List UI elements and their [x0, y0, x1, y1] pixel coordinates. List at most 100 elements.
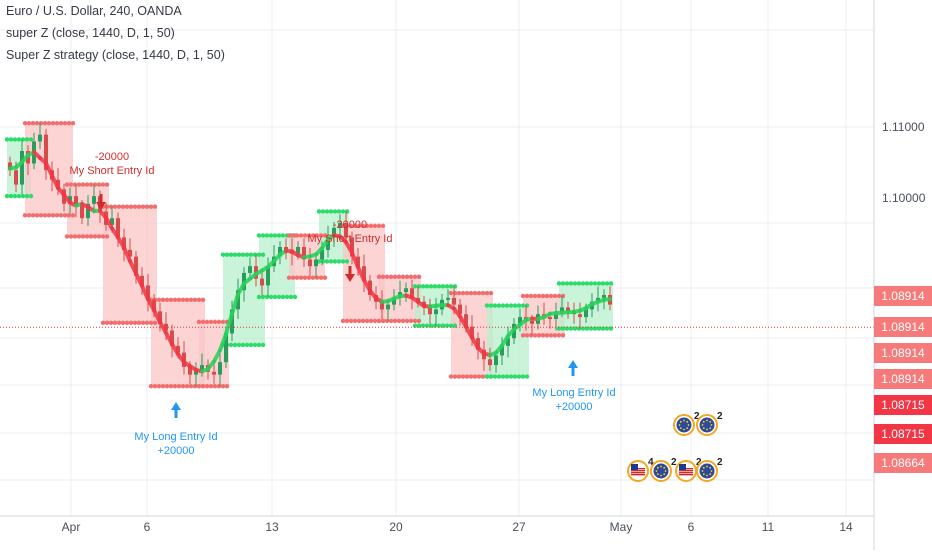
upper-dot — [193, 298, 197, 302]
lower-dot — [605, 326, 609, 330]
upper-dot — [265, 233, 269, 237]
lower-dot — [291, 276, 295, 280]
lower-dot — [501, 374, 505, 378]
upper-dot — [325, 209, 329, 213]
lower-dot — [241, 343, 245, 347]
eu-star — [657, 473, 659, 475]
lower-dot — [73, 234, 77, 238]
lower-dot — [157, 384, 161, 388]
event-badge[interactable]: 2 — [697, 411, 723, 435]
lower-dot — [63, 213, 67, 217]
upper-dot — [609, 281, 613, 285]
upper-dot — [389, 275, 393, 279]
candle-body — [92, 196, 96, 204]
upper-dot — [409, 275, 413, 279]
symbol-title: Euro / U.S. Dollar, 240, OANDA — [6, 4, 182, 18]
lower-dot — [293, 295, 297, 299]
upper-dot — [377, 275, 381, 279]
eu-star — [703, 473, 705, 475]
event-badge[interactable]: 2 — [674, 411, 700, 435]
short-signal-shaft — [100, 194, 103, 202]
signal-qty: +20000 — [555, 401, 592, 413]
upper-dot — [105, 182, 109, 186]
lower-dot — [9, 194, 13, 198]
lower-dot — [21, 194, 25, 198]
upper-dot — [185, 298, 189, 302]
lower-dot — [481, 374, 485, 378]
upper-dot — [425, 284, 429, 288]
lower-dot — [497, 374, 501, 378]
signal-qty: -20000 — [333, 219, 367, 231]
upper-dot — [413, 275, 417, 279]
lower-dot — [315, 276, 319, 280]
eu-star — [683, 420, 685, 422]
event-badge[interactable]: 2 — [651, 457, 677, 481]
lower-dot — [181, 384, 185, 388]
candle-body — [578, 314, 582, 317]
lower-dot — [277, 295, 281, 299]
upper-dot — [221, 252, 225, 256]
upper-dot — [465, 291, 469, 295]
event-badge[interactable]: 4 — [628, 457, 654, 481]
eu-star — [703, 467, 705, 469]
lower-dot — [229, 343, 233, 347]
x-tick-label: 27 — [512, 520, 526, 534]
upper-dot — [341, 209, 345, 213]
upper-dot — [101, 182, 105, 186]
lower-dot — [137, 321, 141, 325]
eu-star — [703, 421, 705, 423]
lower-dot — [473, 374, 477, 378]
upper-dot — [157, 298, 161, 302]
indicator-legend-super-z[interactable]: super Z (close, 1440, D, 1, 50) — [6, 26, 175, 40]
upper-dot — [261, 252, 265, 256]
lower-dot — [245, 343, 249, 347]
eu-star — [706, 429, 708, 431]
upper-dot — [413, 284, 417, 288]
lower-dot — [269, 295, 273, 299]
lower-dot — [47, 213, 51, 217]
upper-dot — [485, 303, 489, 307]
eu-star — [702, 470, 704, 472]
lower-dot — [537, 333, 541, 337]
lower-dot — [39, 213, 43, 217]
upper-dot — [31, 121, 35, 125]
upper-dot — [449, 291, 453, 295]
eu-star — [711, 470, 713, 472]
price-axis-tag: 1.08715 — [874, 395, 932, 415]
lower-dot — [237, 343, 241, 347]
upper-dot — [573, 281, 577, 285]
upper-dot — [181, 298, 185, 302]
upper-dot — [5, 137, 9, 141]
indicator-legend-super-z-strategy[interactable]: Super Z strategy (close, 1440, D, 1, 50) — [6, 48, 225, 62]
upper-dot — [17, 137, 21, 141]
lower-dot — [169, 384, 173, 388]
lower-dot — [319, 276, 323, 280]
lower-dot — [153, 384, 157, 388]
lower-dot — [105, 321, 109, 325]
upper-dot — [369, 224, 373, 228]
lower-dot — [437, 324, 441, 328]
upper-dot — [585, 281, 589, 285]
eu-star — [680, 421, 682, 423]
lower-dot — [295, 276, 299, 280]
upper-dot — [261, 233, 265, 237]
lower-dot — [59, 213, 63, 217]
lower-dot — [353, 319, 357, 323]
lower-dot — [413, 324, 417, 328]
upper-dot — [221, 320, 225, 324]
upper-dot — [197, 320, 201, 324]
lower-dot — [329, 259, 333, 263]
us-stripe — [631, 474, 645, 475]
upper-dot — [25, 137, 29, 141]
upper-dot — [93, 182, 97, 186]
lower-dot — [85, 234, 89, 238]
lower-dot — [281, 295, 285, 299]
eu-star — [660, 475, 662, 477]
lower-dot — [23, 213, 27, 217]
eu-star — [709, 427, 711, 429]
lower-dot — [557, 333, 561, 337]
lower-dot — [493, 374, 497, 378]
event-count: 2 — [717, 457, 723, 468]
